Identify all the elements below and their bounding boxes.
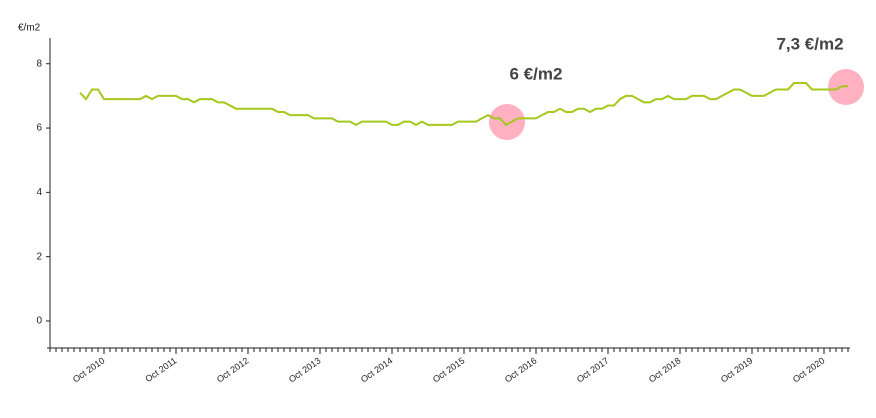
x-tick-label: Oct 2014 bbox=[359, 355, 395, 384]
y-axis-label: €/m2 bbox=[18, 23, 41, 34]
x-tick-label: Oct 2018 bbox=[647, 355, 683, 384]
annotation: 7,3 €/m2 bbox=[776, 34, 843, 53]
y-tick-label: 2 bbox=[36, 251, 42, 262]
x-tick-label: Oct 2010 bbox=[71, 355, 107, 384]
y-tick-label: 4 bbox=[36, 187, 42, 198]
x-tick-label: Oct 2020 bbox=[791, 355, 827, 384]
x-tick-label: Oct 2016 bbox=[503, 355, 539, 384]
x-tick-label: Oct 2015 bbox=[431, 355, 467, 384]
x-tick-label: Oct 2013 bbox=[287, 355, 323, 384]
x-tick-label: Oct 2011 bbox=[143, 355, 178, 384]
x-tick-label: Oct 2019 bbox=[719, 355, 755, 384]
x-tick-label: Oct 2017 bbox=[575, 355, 611, 384]
x-tick-label: Oct 2012 bbox=[215, 355, 251, 384]
y-tick-label: 6 bbox=[36, 123, 42, 134]
y-tick-label: 8 bbox=[36, 58, 42, 69]
annotation: 6 €/m2 bbox=[510, 64, 563, 83]
line bbox=[79, 82, 848, 127]
highlight bbox=[489, 104, 525, 140]
y-tick-label: 0 bbox=[36, 316, 42, 327]
